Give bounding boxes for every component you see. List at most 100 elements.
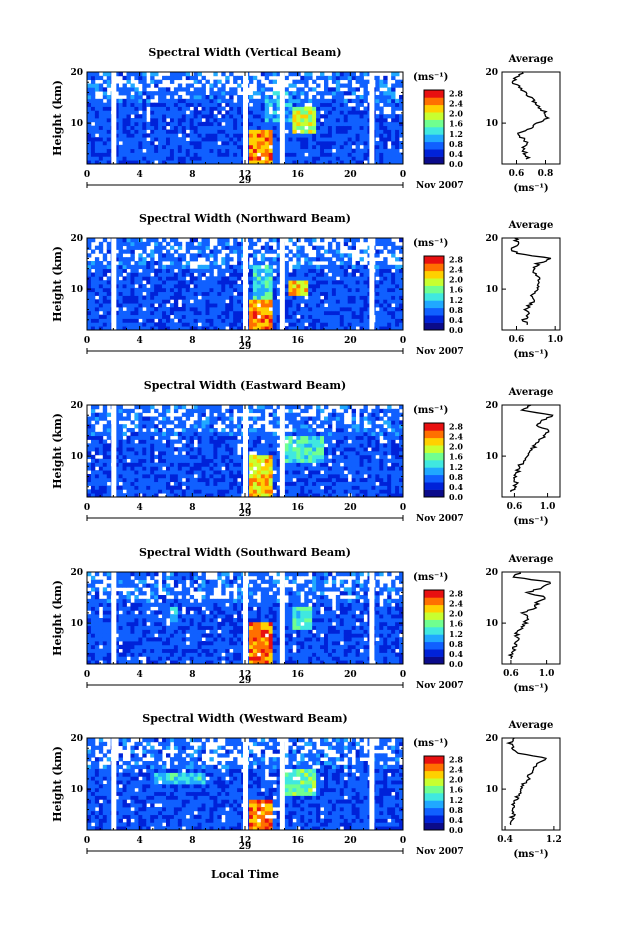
heatmap-cell: [375, 106, 380, 111]
heatmap-cell: [158, 261, 163, 266]
heatmap-cell: [233, 485, 238, 490]
heatmap-cell: [185, 443, 191, 448]
heatmap-cell: [189, 291, 195, 296]
heatmap-cell: [173, 137, 179, 142]
heatmap-cell: [142, 314, 147, 319]
heatmap-cell: [106, 322, 112, 327]
heatmap-cell: [256, 474, 262, 479]
heatmap-cell: [138, 280, 143, 285]
heatmap-cell: [106, 447, 112, 452]
heatmap-cell: [205, 493, 210, 498]
heatmap-cell: [256, 121, 262, 127]
heatmap-cell: [201, 412, 206, 417]
heatmap-cell: [94, 83, 100, 88]
heatmap-cell: [248, 299, 254, 304]
heatmap-cell: [130, 431, 135, 437]
heatmap-cell: [106, 493, 112, 498]
heatmap-cell: [158, 291, 163, 296]
heatmap-cell: [264, 310, 270, 316]
heatmap-cell: [233, 447, 238, 452]
heatmap-cell: [387, 295, 392, 300]
heatmap-cell: [150, 481, 155, 486]
heatmap-cell: [87, 272, 92, 277]
heatmap-cell: [292, 137, 297, 142]
heatmap-cell: [221, 129, 226, 134]
heatmap-cell: [272, 493, 277, 498]
heatmap-cell: [272, 276, 277, 281]
heatmap-cell: [320, 72, 325, 77]
heatmap-cell: [229, 435, 234, 440]
heatmap-cell: [118, 72, 123, 77]
heatmap-cell: [351, 310, 356, 316]
heatmap-cell: [296, 144, 301, 150]
heatmap-cell: [177, 326, 183, 331]
heatmap-cell: [272, 318, 277, 323]
heatmap-cell: [284, 261, 289, 266]
heatmap-cell: [114, 416, 119, 421]
heatmap-cell: [347, 454, 353, 460]
heatmap-cell: [114, 133, 119, 138]
heatmap-cell: [162, 160, 167, 165]
heatmap-cell: [225, 307, 230, 312]
heatmap-cell: [300, 249, 305, 254]
colorbar-segment: [424, 278, 444, 286]
heatmap-cell: [304, 238, 309, 243]
heatmap-cell: [189, 466, 195, 471]
heatmap-cell: [248, 424, 254, 429]
heatmap-cell: [154, 466, 159, 471]
heatmap-cell: [114, 98, 119, 104]
heatmap-cell: [221, 307, 226, 312]
heatmap-cell: [395, 280, 400, 285]
heatmap-cell: [379, 276, 384, 281]
heatmap-cell: [130, 287, 135, 293]
heatmap-cell: [177, 118, 183, 123]
heatmap-cell: [355, 137, 360, 142]
heatmap-cell: [308, 87, 313, 92]
heatmap-cell: [189, 314, 195, 319]
heatmap-cell: [197, 241, 202, 247]
heatmap-cell: [363, 314, 368, 319]
heatmap-cell: [395, 106, 400, 111]
heatmap-cell: [312, 470, 317, 475]
heatmap-cell: [193, 493, 198, 498]
heatmap-cell: [162, 412, 167, 417]
heatmap-cell: [335, 144, 341, 150]
heatmap-cell: [324, 114, 329, 119]
heatmap-cell: [363, 428, 368, 433]
heatmap-cell: [383, 141, 388, 146]
heatmap-cell: [173, 454, 179, 460]
heatmap-cell: [154, 276, 159, 281]
heatmap-cell: [205, 431, 210, 437]
heatmap-cell: [359, 133, 364, 138]
heatmap-cell: [264, 474, 270, 479]
heatmap-cell: [316, 75, 321, 81]
heatmap-cell: [189, 91, 195, 96]
heatmap-cell: [102, 314, 108, 319]
heatmap-cell: [304, 106, 309, 111]
heatmap-cell: [229, 284, 234, 289]
heatmap-cell: [379, 303, 384, 308]
heatmap-cell: [308, 287, 313, 293]
heatmap-cell: [359, 318, 364, 323]
heatmap-cell: [292, 466, 297, 471]
heatmap-cell: [300, 245, 305, 250]
heatmap-cell: [162, 322, 167, 327]
heatmap-cell: [229, 118, 234, 123]
heatmap-cell: [193, 307, 198, 312]
heatmap-cell: [335, 443, 341, 448]
heatmap-cell: [248, 318, 254, 323]
heatmap-cell: [272, 102, 277, 107]
heatmap-cell: [363, 125, 368, 130]
heatmap-cell: [375, 253, 380, 258]
heatmap-cell: [351, 454, 356, 460]
heatmap-cell: [304, 287, 309, 293]
x-tick-label: 0: [400, 170, 406, 180]
heatmap-cell: [94, 326, 100, 331]
heatmap-cell: [209, 470, 214, 475]
heatmap-cell: [347, 264, 353, 270]
heatmap-cell: [308, 439, 313, 444]
heatmap-cell: [201, 110, 206, 115]
heatmap-cell: [158, 443, 163, 448]
heatmap-cell: [126, 443, 131, 448]
heatmap-cell: [126, 249, 131, 254]
